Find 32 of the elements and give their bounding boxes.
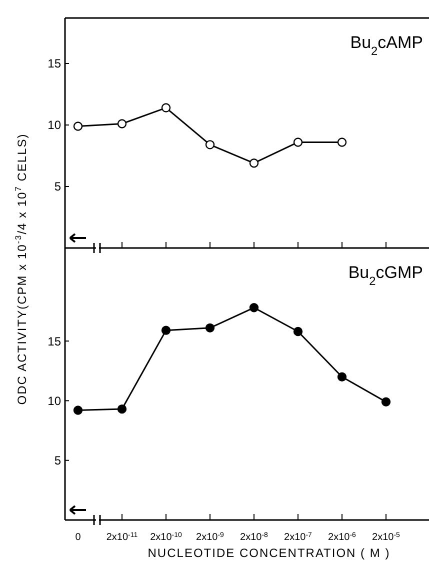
point — [381, 397, 391, 406]
x-tick-label: 2x10$^{-9}$ — [196, 532, 224, 543]
text: Bu$_{2}$cGMP — [348, 263, 423, 288]
point — [73, 406, 83, 415]
x-tick-label: 2x10$^{-7}$ — [284, 532, 312, 543]
x-tick-label: 2x10$^{-10}$ — [150, 532, 182, 543]
text: Bu$_{2}$cAMP — [350, 33, 423, 58]
point — [293, 138, 303, 147]
point — [337, 372, 347, 382]
point — [161, 326, 171, 335]
point — [293, 326, 303, 336]
x-axis-title: NUCLEOTIDE CONCENTRATION ( M ) — [148, 546, 390, 560]
point — [249, 158, 259, 168]
point — [117, 119, 127, 128]
y-tick-label: 10 — [48, 394, 62, 408]
point — [73, 122, 83, 131]
point — [205, 140, 215, 150]
y-tick-label: 5 — [54, 454, 62, 468]
x-tick-label: 2x10$^{-5}$ — [372, 532, 400, 543]
x-tick-label: 0 — [75, 532, 82, 543]
point — [337, 138, 347, 147]
x-tick-label: 2x10$^{-6}$ — [328, 532, 356, 543]
point — [205, 323, 215, 333]
x-tick-label: 2x10$^{-11}$ — [106, 532, 138, 543]
y-tick-label: 5 — [54, 180, 62, 194]
y-tick-label: 15 — [48, 334, 62, 348]
x-tick-label: 2x10$^{-8}$ — [240, 532, 268, 543]
y-tick-label: 10 — [48, 118, 62, 132]
point — [117, 404, 127, 414]
point — [161, 103, 171, 112]
point — [249, 303, 259, 312]
y-tick-label: 15 — [48, 56, 62, 71]
